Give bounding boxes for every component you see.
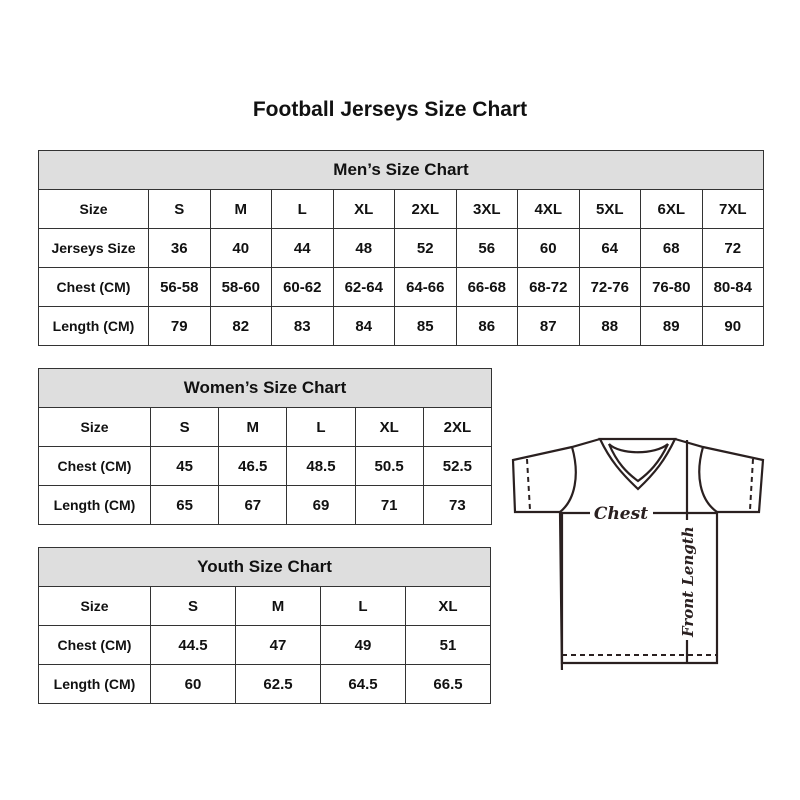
table-cell: L (320, 586, 406, 626)
table-cell: XL (332, 189, 395, 229)
row-label: Length (CM) (38, 664, 151, 704)
table-cell: 66-68 (455, 267, 518, 307)
table-cell: M (235, 586, 321, 626)
table-cell: 62-64 (332, 267, 395, 307)
table-cell: 7XL (701, 189, 764, 229)
table-cell: 71 (354, 485, 424, 525)
table-row: Chest (CM) 56-58 58-60 60-62 62-64 64-66 66-68… (38, 267, 764, 307)
row-label: Jerseys Size (38, 228, 149, 268)
table-cell: 84 (332, 306, 395, 346)
table-cell: 52.5 (422, 446, 493, 486)
table-cell: 72-76 (578, 267, 641, 307)
table-cell: 69 (286, 485, 356, 525)
table-cell: 87 (517, 306, 580, 346)
table-row: Size S M L XL (38, 586, 491, 626)
table-cell: 64 (578, 228, 641, 268)
table-row: Length (CM) 79 82 83 84 85 86 87 88 89 90 (38, 306, 764, 346)
table-cell: 68-72 (517, 267, 580, 307)
table-cell: 3XL (455, 189, 518, 229)
table-cell: L (271, 189, 334, 229)
table-cell: M (218, 407, 288, 447)
table-cell: 60-62 (271, 267, 334, 307)
table-cell: 44.5 (150, 625, 236, 665)
table-cell: 88 (578, 306, 641, 346)
table-row: Chest (CM) 44.5 47 49 51 (38, 625, 491, 665)
table-cell: 60 (150, 664, 236, 704)
row-label: Chest (CM) (38, 267, 149, 307)
table-cell: 83 (271, 306, 334, 346)
row-label: Length (CM) (38, 306, 149, 346)
table-cell: 36 (148, 228, 211, 268)
table-cell: S (150, 586, 236, 626)
table-cell: L (286, 407, 356, 447)
table-cell: 4XL (517, 189, 580, 229)
row-label: Length (CM) (38, 485, 151, 525)
row-label: Chest (CM) (38, 625, 151, 665)
table-cell: 80-84 (701, 267, 764, 307)
table-cell: 82 (209, 306, 272, 346)
table-cell: S (149, 407, 220, 447)
table-cell: 46.5 (218, 446, 288, 486)
table-cell: 86 (455, 306, 518, 346)
table-cell: 72 (701, 228, 764, 268)
table-cell: 64-66 (394, 267, 457, 307)
table-cell: 56-58 (148, 267, 211, 307)
table-cell: 44 (271, 228, 334, 268)
table-cell: 66.5 (405, 664, 491, 704)
chest-label: Chest (594, 504, 648, 524)
table-cell: 5XL (578, 189, 641, 229)
mens-size-table: Men’s Size Chart Size S M L XL 2XL 3XL 4XL 5XL 6XL… (38, 150, 764, 346)
table-cell: 76-80 (640, 267, 703, 307)
table-cell: 67 (218, 485, 288, 525)
men-table-title: Men’s Size Chart (38, 150, 764, 190)
row-label: Size (38, 407, 151, 447)
table-cell: 85 (394, 306, 457, 346)
table-row: Size S M L XL 2XL (38, 407, 493, 447)
table-row: Length (CM) 65 67 69 71 73 (38, 485, 493, 525)
table-cell: 2XL (394, 189, 457, 229)
youth-size-table: Youth Size Chart Size S M L XL Chest (CM) 44.5 4… (38, 547, 491, 704)
row-label: Size (38, 586, 151, 626)
row-label: Chest (CM) (38, 446, 151, 486)
table-cell: 2XL (422, 407, 493, 447)
table-cell: 47 (235, 625, 321, 665)
table-cell: 6XL (640, 189, 703, 229)
table-cell: 58-60 (209, 267, 272, 307)
women-table-title: Women’s Size Chart (38, 368, 492, 408)
table-row: Jerseys Size 36 40 44 48 52 56 60 64 68 72 (38, 228, 764, 268)
table-cell: 73 (422, 485, 493, 525)
table-cell: 50.5 (354, 446, 424, 486)
table-cell: XL (405, 586, 491, 626)
table-cell: 64.5 (320, 664, 406, 704)
table-cell: 51 (405, 625, 491, 665)
table-cell: S (148, 189, 211, 229)
table-row: Chest (CM) 45 46.5 48.5 50.5 52.5 (38, 446, 493, 486)
table-cell: 56 (455, 228, 518, 268)
table-cell: 45 (149, 446, 220, 486)
table-cell: XL (354, 407, 424, 447)
page-title: Football Jerseys Size Chart (252, 98, 528, 121)
table-cell: 62.5 (235, 664, 321, 704)
table-cell: 60 (517, 228, 580, 268)
table-cell: 48 (332, 228, 395, 268)
table-cell: 40 (209, 228, 272, 268)
table-cell: M (209, 189, 272, 229)
table-cell: 49 (320, 625, 406, 665)
table-cell: 90 (701, 306, 764, 346)
table-cell: 48.5 (286, 446, 356, 486)
table-row: Size S M L XL 2XL 3XL 4XL 5XL 6XL 7XL (38, 189, 764, 229)
table-cell: 79 (148, 306, 211, 346)
table-cell: 65 (149, 485, 220, 525)
table-cell: 52 (394, 228, 457, 268)
womens-size-table: Women’s Size Chart Size S M L XL 2XL Chest (CM)… (38, 368, 493, 525)
youth-table-title: Youth Size Chart (38, 547, 491, 587)
table-cell: 68 (640, 228, 703, 268)
table-cell: 89 (640, 306, 703, 346)
table-row: Length (CM) 60 62.5 64.5 66.5 (38, 664, 491, 704)
jersey-diagram: Chest Front Length (511, 437, 765, 670)
front-length-label: Front Length (679, 526, 697, 638)
row-label: Size (38, 189, 149, 229)
